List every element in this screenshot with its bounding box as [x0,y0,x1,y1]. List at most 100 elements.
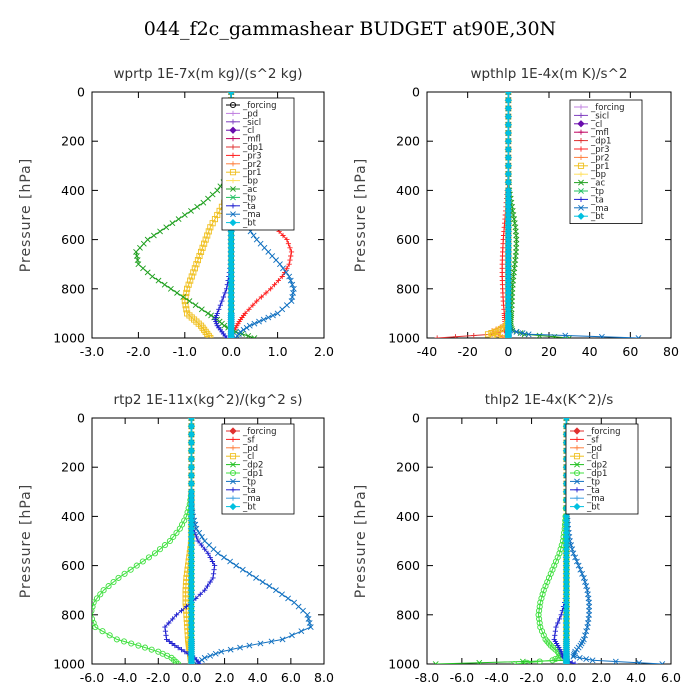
y-axis-label: Pressure [hPa] [18,158,34,272]
legend-entry: _bt [242,503,257,513]
data-point [583,628,590,635]
legend-marker [230,110,236,116]
data-point [504,178,512,186]
y-tick-label: 600 [396,232,420,247]
data-point [217,302,223,308]
data-point [144,269,151,276]
legend-entry: _cl [590,120,602,130]
data-point [187,463,196,471]
legend-entry: _pr1 [590,162,610,172]
legend-marker [578,196,584,202]
data-point [552,628,558,634]
data-point [185,281,192,288]
legend-marker [577,212,585,220]
data-point [175,660,182,664]
x-tick-label: -40 [417,344,437,359]
data-point [519,330,526,336]
legend-box [569,99,643,224]
data-point [199,324,206,331]
data-point [163,632,169,638]
data-point [537,599,544,606]
data-point [207,652,214,659]
data-point [201,240,208,247]
data-point [275,278,281,284]
legend-marker [230,461,236,468]
legend-marker [230,478,236,485]
data-point [210,571,217,577]
data-point [285,595,292,602]
x-tick-label: 2.0 [215,670,235,685]
y-tick-label: 800 [396,281,420,296]
y-tick-label: 1000 [388,657,420,672]
x-tick-label: -20 [457,344,477,359]
legend-marker [578,154,584,160]
data-point [194,257,201,264]
data-point [286,273,293,280]
data-point [250,232,257,239]
data-point [227,646,234,653]
data-point [209,191,216,198]
data-point [504,145,512,154]
data-point [288,249,295,255]
data-point [162,624,168,630]
data-point [192,302,199,309]
data-point [579,570,586,577]
data-point [221,322,228,329]
legend-entry: _bp [590,170,606,180]
data-point [257,640,264,647]
legend-entry: _pr2 [590,153,610,163]
legend-entry: _dp1 [242,469,263,479]
data-point [270,312,276,319]
legend-entry: _bt [590,212,605,222]
data-point [265,314,272,321]
series-line-dp1 [92,418,192,664]
x-tick-label: -2.0 [519,670,543,685]
y-tick-label: 800 [61,607,85,622]
data-point [210,575,216,581]
data-point [570,550,577,557]
data-point [192,521,199,528]
data-point [215,550,221,557]
data-point [178,608,185,614]
legend-marker [574,478,580,485]
legend-entry: _bp [242,177,258,187]
y-tick-label: 1000 [53,657,85,672]
legend-marker [230,436,236,442]
data-point [287,245,293,251]
series-markers-dp1 [511,418,570,664]
data-point [163,636,170,642]
y-tick-label: 200 [61,460,85,475]
data-point [219,298,225,304]
data-point [513,328,520,335]
data-point [135,642,142,649]
series-markers-bt [562,418,571,664]
data-point [233,562,240,569]
data-point [207,554,213,560]
data-point [525,331,532,338]
legend-entry: _forcing [242,427,277,437]
data-point [182,649,188,655]
data-point [504,170,512,178]
data-point [504,92,512,96]
data-point [198,542,204,548]
legend-marker [229,469,237,477]
data-point [562,332,569,338]
data-point [174,289,180,296]
data-point [504,162,512,170]
panel-title: wpthlp 1E-4x(m K)/s^2 [471,66,628,82]
legend-marker [229,101,237,109]
data-point [128,640,135,647]
data-point [562,418,571,422]
data-point [536,607,543,614]
data-point [566,335,573,338]
data-point [199,533,205,540]
series-markers-bt [504,92,512,338]
data-point [504,112,512,121]
data-point [243,324,250,331]
data-point [127,566,134,573]
legend-entry: _pd [242,444,258,454]
data-point [199,244,206,251]
data-point [271,282,278,288]
data-point [285,241,292,247]
data-point [216,306,222,312]
